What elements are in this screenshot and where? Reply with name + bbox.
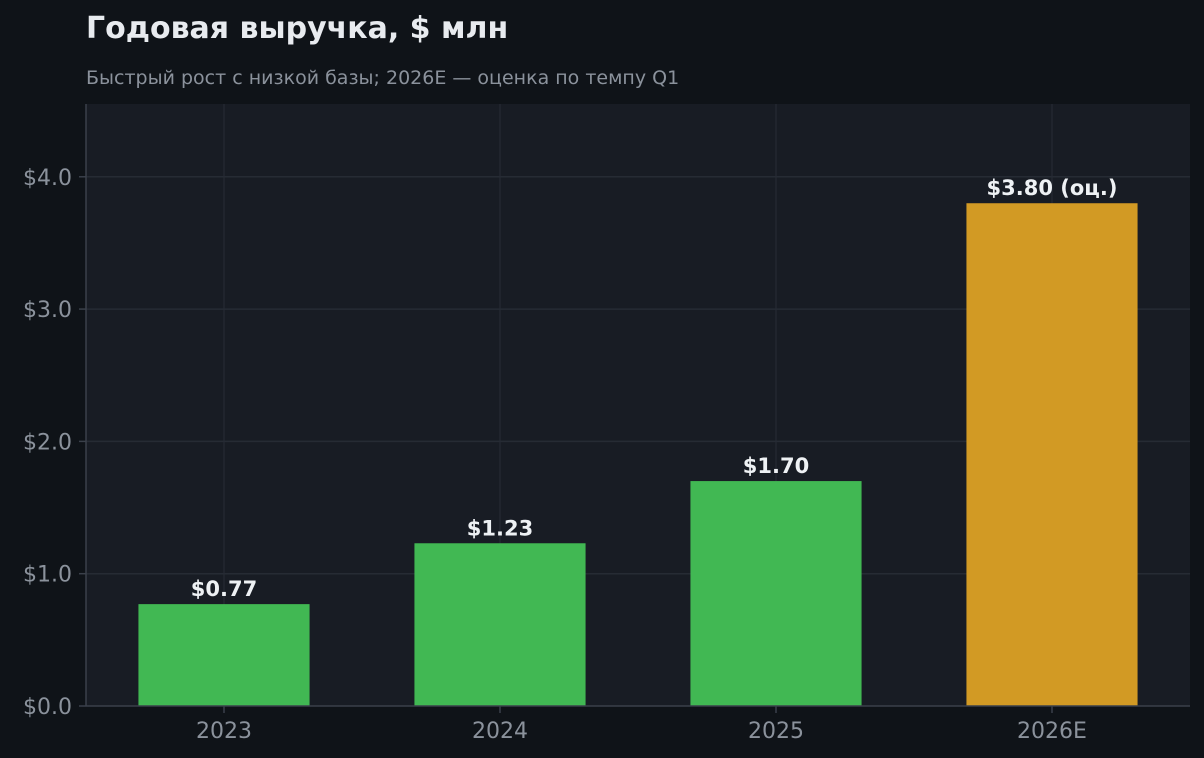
tick-labels: $0.0 $1.0 $2.0 $3.0 $4.0 2023 2024 2025 2026E (23, 166, 1087, 744)
y-tick-label: $1.0 (23, 563, 72, 588)
y-tick-label: $2.0 (23, 430, 72, 455)
data-label: $1.23 (467, 516, 533, 540)
chart-title: Годовая выручка, $ млн (86, 11, 508, 46)
y-tick-label: $3.0 (23, 298, 72, 323)
bars (138, 203, 1138, 706)
x-tick-label: 2024 (472, 719, 528, 744)
bar-2026e (966, 203, 1138, 706)
x-tick-label: 2026E (1017, 719, 1087, 744)
bar-2023 (138, 604, 310, 706)
data-label: $3.80 (оц.) (987, 176, 1118, 200)
y-tick-label: $4.0 (23, 166, 72, 191)
bar-2024 (414, 543, 586, 706)
x-tick-label: 2025 (748, 719, 804, 744)
axes (79, 104, 1190, 713)
chart-subtitle: Быстрый рост с низкой базы; 2026E — оцен… (86, 67, 679, 89)
bar-2025 (690, 481, 862, 706)
data-label: $0.77 (191, 577, 257, 601)
y-tick-label: $0.0 (23, 695, 72, 720)
x-tick-label: 2023 (196, 719, 252, 744)
data-labels: $0.77 $1.23 $1.70 $3.80 (оц.) (191, 176, 1118, 601)
data-label: $1.70 (743, 454, 809, 478)
